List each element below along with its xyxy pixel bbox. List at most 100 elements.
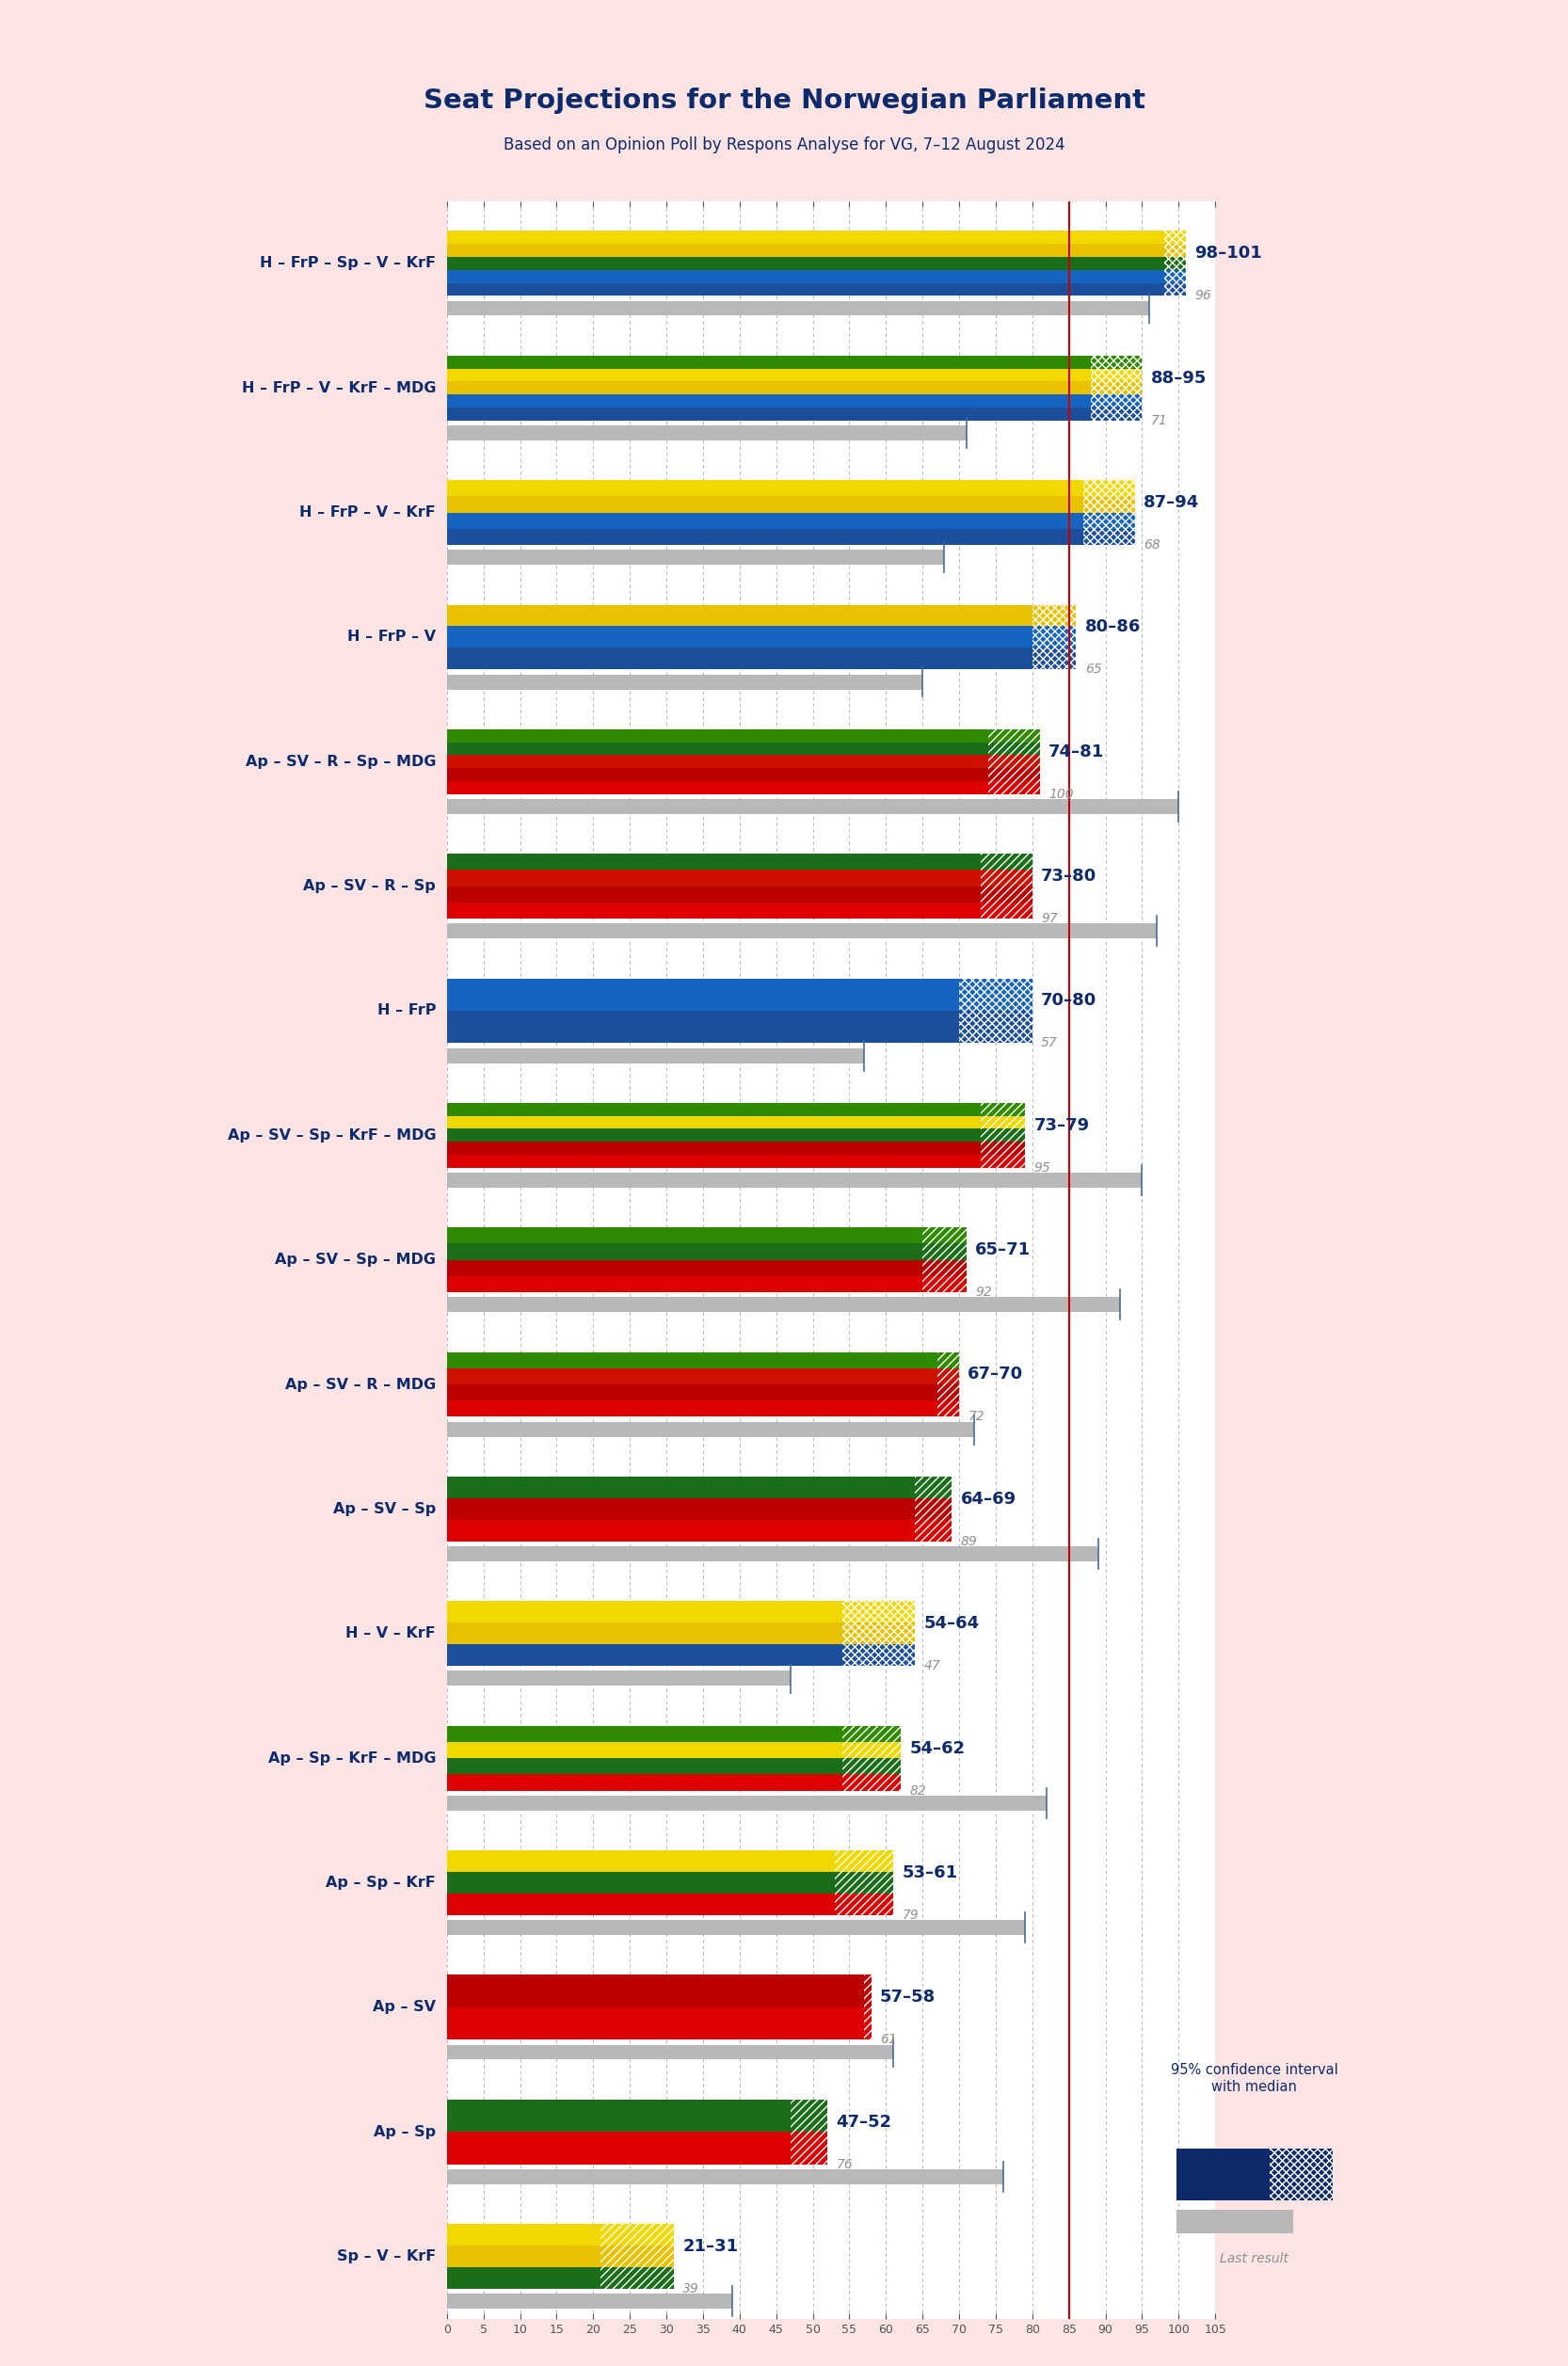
Bar: [447, 1921, 1025, 1935]
Bar: [447, 300, 1149, 315]
Bar: [447, 2170, 1004, 2184]
Bar: [834, 1850, 894, 1872]
Bar: [447, 258, 1163, 270]
Bar: [842, 1725, 900, 1741]
Bar: [842, 1602, 916, 1623]
Text: 82: 82: [909, 1784, 927, 1798]
Bar: [447, 1117, 982, 1129]
Bar: [447, 627, 1032, 648]
Bar: [1083, 497, 1135, 513]
Text: Ap – SV – Sp – MDG: Ap – SV – Sp – MDG: [274, 1254, 436, 1266]
Text: H – FrP: H – FrP: [376, 1003, 436, 1017]
Text: 96: 96: [1195, 289, 1212, 303]
Bar: [447, 426, 966, 440]
Text: Ap – SV – R – Sp: Ap – SV – R – Sp: [304, 880, 436, 894]
Bar: [447, 2099, 790, 2132]
Bar: [982, 1129, 1025, 1143]
Text: 65: 65: [1085, 662, 1102, 677]
Bar: [447, 1174, 1142, 1188]
Bar: [447, 1758, 842, 1774]
Bar: [447, 887, 982, 901]
Bar: [447, 1297, 1120, 1313]
Bar: [1163, 270, 1185, 284]
Bar: [864, 2006, 872, 2039]
Text: 74–81: 74–81: [1049, 743, 1104, 759]
Bar: [982, 1117, 1025, 1129]
Bar: [447, 1010, 960, 1043]
Text: Sp – V – KrF: Sp – V – KrF: [337, 2250, 436, 2264]
Text: H – FrP – V – KrF – MDG: H – FrP – V – KrF – MDG: [241, 381, 436, 395]
Bar: [447, 480, 1083, 497]
Text: 54–62: 54–62: [909, 1739, 964, 1756]
Bar: [447, 606, 1032, 627]
Bar: [1032, 606, 1076, 627]
Text: 89: 89: [961, 1536, 977, 1547]
Text: 39: 39: [682, 2283, 699, 2295]
Text: 92: 92: [975, 1285, 993, 1299]
Bar: [982, 1143, 1025, 1155]
Bar: [447, 1623, 842, 1644]
Text: 57–58: 57–58: [880, 1990, 936, 2006]
Bar: [834, 1872, 894, 1893]
Bar: [447, 755, 988, 769]
Bar: [601, 2245, 674, 2267]
Bar: [447, 1741, 842, 1758]
Bar: [447, 1547, 1098, 1562]
Bar: [447, 1519, 916, 1540]
Text: 47: 47: [924, 1659, 941, 1673]
Text: 73–80: 73–80: [1041, 868, 1096, 885]
Bar: [988, 729, 1040, 743]
Bar: [982, 1155, 1025, 1169]
Bar: [447, 513, 1083, 528]
Bar: [1091, 407, 1142, 421]
Bar: [447, 1774, 842, 1791]
Bar: [447, 1143, 982, 1155]
Bar: [982, 871, 1032, 887]
Bar: [988, 743, 1040, 755]
Text: Ap – SV – Sp – KrF – MDG: Ap – SV – Sp – KrF – MDG: [227, 1129, 436, 1143]
Bar: [447, 901, 982, 918]
Bar: [938, 1351, 960, 1368]
Text: Ap – SV – Sp: Ap – SV – Sp: [332, 1502, 436, 1517]
Bar: [960, 1010, 1032, 1043]
Bar: [916, 1519, 952, 1540]
Bar: [447, 1796, 1047, 1810]
Bar: [842, 1774, 900, 1791]
Bar: [1083, 480, 1135, 497]
Bar: [447, 1872, 834, 1893]
Text: 72: 72: [967, 1410, 985, 1424]
Bar: [447, 2267, 601, 2288]
Bar: [447, 1103, 982, 1117]
Text: Ap – SV – R – Sp – MDG: Ap – SV – R – Sp – MDG: [245, 755, 436, 769]
Text: 80–86: 80–86: [1085, 618, 1142, 636]
Bar: [1091, 381, 1142, 395]
Bar: [447, 674, 922, 689]
Text: 70–80: 70–80: [1041, 991, 1096, 1010]
Bar: [938, 1368, 960, 1384]
Text: 95: 95: [1033, 1162, 1051, 1174]
Bar: [447, 729, 988, 743]
Bar: [916, 1476, 952, 1498]
Text: Ap – Sp – KrF – MDG: Ap – Sp – KrF – MDG: [268, 1751, 436, 1765]
Bar: [447, 1245, 922, 1259]
Bar: [447, 1275, 922, 1292]
Bar: [447, 244, 1163, 258]
Text: H – FrP – Sp – V – KrF: H – FrP – Sp – V – KrF: [260, 256, 436, 270]
Bar: [447, 407, 1091, 421]
Text: Ap – Sp: Ap – Sp: [373, 2125, 436, 2139]
Bar: [982, 901, 1032, 918]
Text: Last result: Last result: [1220, 2252, 1289, 2267]
Bar: [447, 1155, 982, 1169]
Text: 67–70: 67–70: [967, 1365, 1024, 1384]
Bar: [447, 781, 988, 795]
Bar: [988, 781, 1040, 795]
Bar: [447, 800, 1179, 814]
Bar: [1032, 648, 1076, 670]
Bar: [1091, 395, 1142, 407]
Bar: [447, 395, 1091, 407]
Bar: [938, 1384, 960, 1401]
Bar: [447, 1351, 938, 1368]
Bar: [988, 755, 1040, 769]
Text: H – FrP – V – KrF: H – FrP – V – KrF: [299, 506, 436, 521]
Bar: [447, 2132, 790, 2165]
